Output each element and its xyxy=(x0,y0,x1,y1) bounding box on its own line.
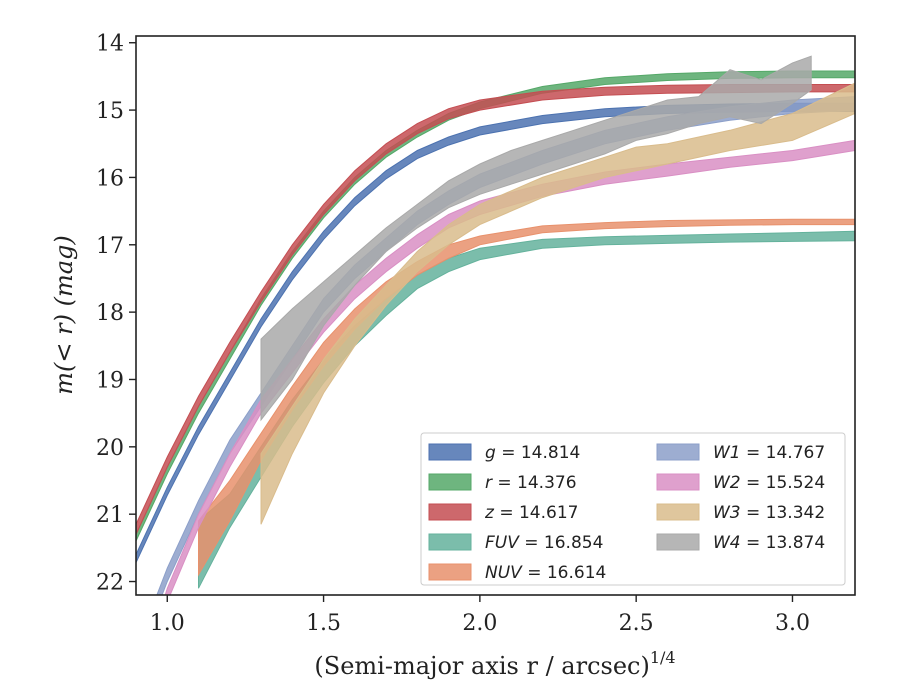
y-axis-label: m(< r) (mag) xyxy=(50,235,78,394)
plot-frame xyxy=(135,35,856,596)
legend-swatch-w1 xyxy=(656,443,700,461)
y-tick-label: 15 xyxy=(96,99,124,124)
legend-swatch-g xyxy=(428,443,472,461)
legend-swatch-w3 xyxy=(656,503,700,521)
legend-box xyxy=(420,432,846,586)
series-band-w3 xyxy=(260,82,855,525)
series-layer xyxy=(136,55,855,595)
x-tick-label: 2.5 xyxy=(619,611,654,636)
y-tick-label: 16 xyxy=(96,166,124,191)
legend: g = 14.814 r = 14.376 z = 14.617 FUV = 16.8… xyxy=(420,432,846,586)
y-tick-label: 21 xyxy=(96,503,124,528)
x-tick-label: 3.0 xyxy=(775,611,810,636)
legend-label-w3: W3 = 13.342 xyxy=(713,503,825,523)
y-tick-label: 17 xyxy=(96,234,124,259)
x-axis-label: (Semi-major axis r / arcsec)1/4 xyxy=(314,648,675,680)
legend-label-nuv: NUV = 16.614 xyxy=(485,563,606,583)
x-tick-label: 1.0 xyxy=(150,611,185,636)
x-tick-label: 2.0 xyxy=(462,611,497,636)
y-tick-label: 20 xyxy=(96,436,124,461)
legend-label-w1: W1 = 14.767 xyxy=(713,443,825,463)
legend-label-fuv: FUV = 16.854 xyxy=(485,533,603,553)
legend-label-g: g = 14.814 xyxy=(485,443,580,463)
legend-label-r: r = 14.376 xyxy=(485,473,577,493)
legend-swatch-fuv xyxy=(428,533,472,551)
legend-label-w2: W2 = 15.524 xyxy=(713,473,825,493)
series-band-z xyxy=(136,84,855,535)
y-tick-label: 19 xyxy=(96,368,124,393)
legend-swatch-nuv xyxy=(428,563,472,581)
legend-label-w4: W4 = 13.874 xyxy=(713,533,825,553)
x-axis-label-text: (Semi-major axis r / arcsec) xyxy=(314,652,649,680)
ticks-layer: 1.0 1.5 2.0 2.5 3.0 14 15 16 17 18 19 20 21 22 xyxy=(96,32,810,636)
y-tick-label: 18 xyxy=(96,301,124,326)
legend-swatch-w4 xyxy=(656,533,700,551)
series-band-g xyxy=(136,102,855,563)
x-tick-label: 1.5 xyxy=(306,611,341,636)
legend-swatch-z xyxy=(428,503,472,521)
x-axis-label-exponent: 1/4 xyxy=(650,648,676,667)
legend-label-z: z = 14.617 xyxy=(484,503,578,523)
legend-swatch-r xyxy=(428,473,472,491)
y-tick-label: 14 xyxy=(96,32,124,57)
legend-swatch-w2 xyxy=(656,473,700,491)
series-band-w4 xyxy=(260,55,812,422)
y-tick-label: 22 xyxy=(96,571,124,596)
